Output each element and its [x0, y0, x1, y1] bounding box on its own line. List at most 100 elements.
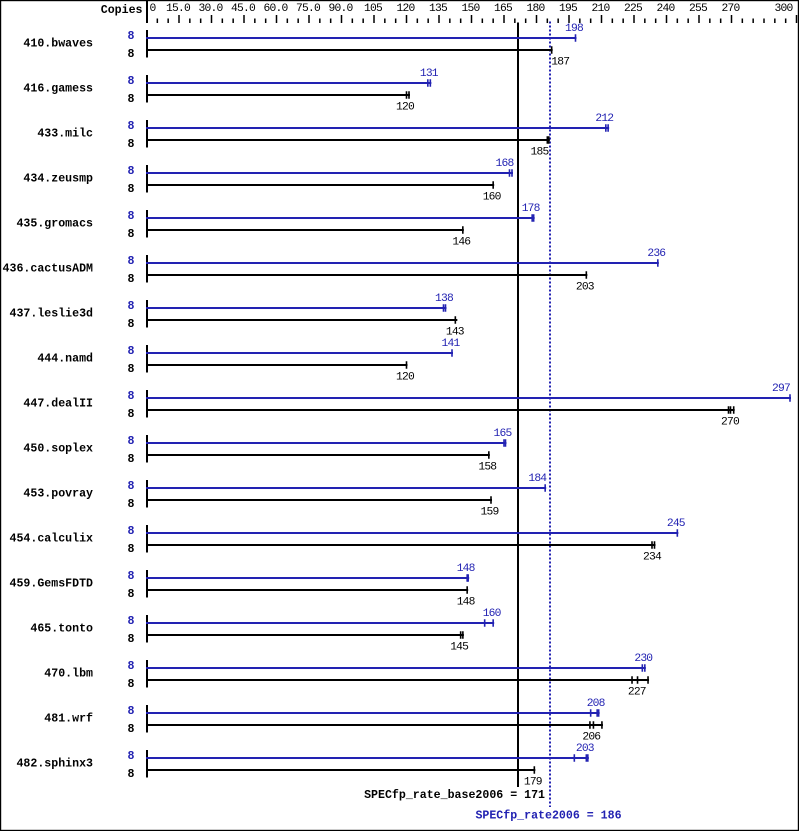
- svg-text:8: 8: [128, 345, 135, 358]
- svg-text:270: 270: [722, 3, 741, 15]
- svg-text:30.0: 30.0: [199, 3, 224, 15]
- svg-text:482.sphinx3: 482.sphinx3: [16, 758, 93, 771]
- svg-text:120: 120: [396, 102, 415, 114]
- svg-text:0: 0: [150, 3, 157, 15]
- svg-text:165: 165: [494, 3, 513, 15]
- svg-text:245: 245: [667, 518, 686, 530]
- svg-text:447.dealII: 447.dealII: [23, 398, 93, 411]
- svg-text:234: 234: [643, 552, 662, 564]
- svg-text:8: 8: [128, 75, 135, 88]
- svg-text:75.0: 75.0: [296, 3, 321, 15]
- svg-text:240: 240: [657, 3, 676, 15]
- svg-text:198: 198: [565, 23, 584, 35]
- svg-text:120: 120: [396, 372, 415, 384]
- svg-text:454.calculix: 454.calculix: [10, 533, 94, 546]
- svg-text:8: 8: [128, 768, 135, 781]
- svg-text:8: 8: [128, 750, 135, 763]
- svg-text:8: 8: [128, 318, 135, 331]
- svg-text:227: 227: [628, 687, 646, 699]
- svg-text:8: 8: [128, 678, 135, 691]
- svg-text:178: 178: [522, 203, 541, 215]
- svg-text:444.namd: 444.namd: [37, 353, 93, 366]
- svg-text:8: 8: [128, 273, 135, 286]
- svg-text:206: 206: [582, 732, 601, 744]
- svg-text:450.soplex: 450.soplex: [23, 443, 93, 456]
- svg-text:465.tonto: 465.tonto: [30, 623, 93, 636]
- svg-text:8: 8: [128, 723, 135, 736]
- svg-text:8: 8: [128, 183, 135, 196]
- svg-text:185: 185: [531, 147, 550, 159]
- svg-text:8: 8: [128, 408, 135, 421]
- svg-text:148: 148: [457, 563, 476, 575]
- svg-text:148: 148: [457, 597, 476, 609]
- svg-text:297: 297: [772, 383, 790, 395]
- svg-text:143: 143: [446, 327, 465, 339]
- svg-text:195: 195: [559, 3, 578, 15]
- svg-text:8: 8: [128, 210, 135, 223]
- svg-text:212: 212: [595, 113, 613, 125]
- svg-text:8: 8: [128, 120, 135, 133]
- svg-text:210: 210: [592, 3, 611, 15]
- svg-text:434.zeusmp: 434.zeusmp: [23, 173, 93, 186]
- svg-text:8: 8: [128, 543, 135, 556]
- svg-text:8: 8: [128, 300, 135, 313]
- svg-text:165: 165: [494, 428, 513, 440]
- svg-text:Copies: Copies: [101, 4, 143, 17]
- svg-text:236: 236: [647, 248, 666, 260]
- svg-text:435.gromacs: 435.gromacs: [16, 218, 93, 231]
- svg-text:8: 8: [128, 660, 135, 673]
- svg-text:8: 8: [128, 255, 135, 268]
- svg-text:436.cactusADM: 436.cactusADM: [3, 263, 93, 276]
- svg-text:168: 168: [496, 158, 515, 170]
- svg-text:8: 8: [128, 615, 135, 628]
- svg-text:90.0: 90.0: [329, 3, 354, 15]
- svg-text:225: 225: [624, 3, 643, 15]
- svg-text:8: 8: [128, 93, 135, 106]
- svg-text:459.GemsFDTD: 459.GemsFDTD: [10, 578, 94, 591]
- svg-text:203: 203: [576, 282, 595, 294]
- svg-text:230: 230: [634, 653, 653, 665]
- svg-text:120: 120: [397, 3, 416, 15]
- svg-text:8: 8: [128, 570, 135, 583]
- svg-text:433.milc: 433.milc: [37, 128, 93, 141]
- svg-text:208: 208: [587, 698, 606, 710]
- svg-text:8: 8: [128, 435, 135, 448]
- svg-text:8: 8: [128, 138, 135, 151]
- svg-text:15.0: 15.0: [166, 3, 191, 15]
- svg-text:180: 180: [527, 3, 546, 15]
- svg-text:8: 8: [128, 525, 135, 538]
- svg-text:270: 270: [721, 417, 740, 429]
- svg-text:135: 135: [429, 3, 448, 15]
- svg-text:8: 8: [128, 363, 135, 376]
- svg-text:8: 8: [128, 588, 135, 601]
- svg-text:184: 184: [528, 473, 547, 485]
- svg-text:416.gamess: 416.gamess: [23, 83, 93, 96]
- svg-text:60.0: 60.0: [264, 3, 289, 15]
- svg-text:160: 160: [483, 192, 502, 204]
- svg-text:470.lbm: 470.lbm: [44, 668, 93, 681]
- svg-text:146: 146: [452, 237, 471, 249]
- svg-text:145: 145: [450, 642, 469, 654]
- svg-text:138: 138: [435, 293, 454, 305]
- svg-text:8: 8: [128, 390, 135, 403]
- svg-text:141: 141: [442, 338, 461, 350]
- svg-text:150: 150: [462, 3, 481, 15]
- svg-text:8: 8: [128, 165, 135, 178]
- svg-text:105: 105: [364, 3, 383, 15]
- svg-text:8: 8: [128, 48, 135, 61]
- svg-text:8: 8: [128, 705, 135, 718]
- svg-text:8: 8: [128, 30, 135, 43]
- svg-text:187: 187: [551, 57, 569, 69]
- svg-text:300: 300: [775, 3, 794, 15]
- svg-text:160: 160: [483, 608, 502, 620]
- svg-text:453.povray: 453.povray: [23, 488, 93, 501]
- svg-text:255: 255: [689, 3, 708, 15]
- svg-text:45.0: 45.0: [231, 3, 256, 15]
- svg-text:8: 8: [128, 480, 135, 493]
- svg-text:8: 8: [128, 498, 135, 511]
- svg-text:158: 158: [478, 462, 497, 474]
- svg-text:481.wrf: 481.wrf: [44, 713, 93, 726]
- svg-text:SPECfp_rate2006 = 186: SPECfp_rate2006 = 186: [475, 810, 621, 823]
- svg-text:159: 159: [481, 507, 499, 519]
- svg-text:8: 8: [128, 228, 135, 241]
